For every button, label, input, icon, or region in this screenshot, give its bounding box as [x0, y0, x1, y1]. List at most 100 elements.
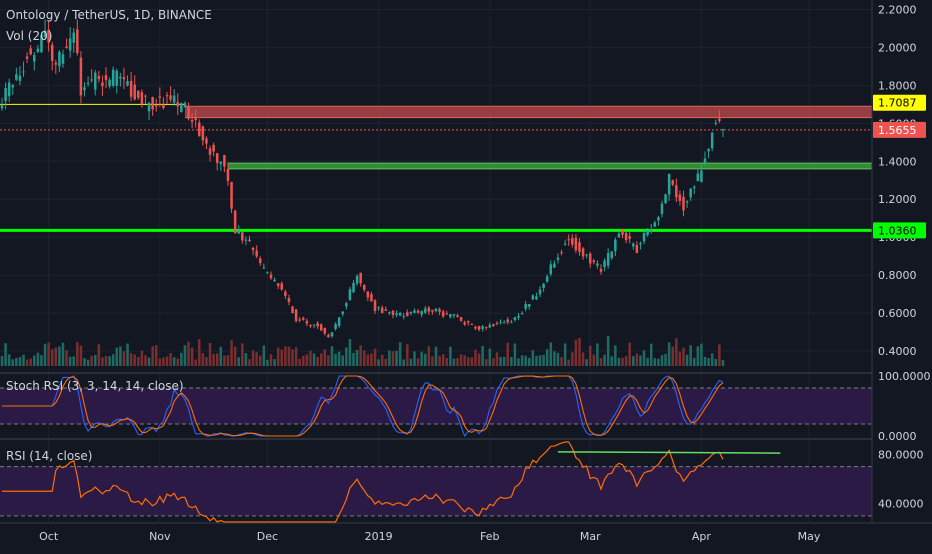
- candle-body: [205, 138, 208, 144]
- volume-bar: [151, 346, 154, 366]
- volume-bar: [223, 355, 226, 366]
- candle-body: [592, 260, 596, 263]
- time-tick-label: Oct: [39, 530, 59, 543]
- volume-bar: [599, 358, 603, 366]
- volume-bar: [165, 356, 169, 366]
- volume-bar: [520, 355, 524, 366]
- label-support-text: 1.0360: [878, 224, 917, 237]
- volume-bar: [431, 356, 434, 366]
- volume-bar: [510, 357, 513, 366]
- candle-body: [452, 314, 456, 316]
- volume-bar: [212, 353, 215, 366]
- candle-body: [463, 322, 466, 325]
- volume-bar: [90, 355, 93, 366]
- volume-bar: [233, 346, 237, 366]
- candle-body: [373, 300, 377, 311]
- candle-body: [255, 250, 258, 257]
- candle-body: [11, 85, 15, 88]
- candle-body: [266, 272, 269, 274]
- volume-bar: [72, 356, 75, 366]
- resistance-zone: [184, 106, 873, 118]
- candle-body: [212, 144, 215, 152]
- volume-bar: [104, 355, 108, 366]
- candle-body: [316, 323, 319, 327]
- candle-body: [481, 326, 484, 330]
- support-zone: [227, 163, 873, 169]
- volume-label[interactable]: Vol (20): [6, 29, 53, 43]
- volume-bar: [484, 359, 488, 366]
- candle-body: [323, 328, 327, 334]
- volume-bar: [337, 351, 341, 366]
- volume-bar: [83, 358, 86, 366]
- volume-bar: [588, 345, 592, 366]
- volume-bar: [262, 345, 266, 366]
- volume-bar: [409, 358, 413, 366]
- candle-body: [606, 253, 610, 266]
- candle-body: [388, 311, 391, 314]
- candle-body: [345, 303, 348, 307]
- candle-body: [477, 326, 481, 330]
- candle-body: [172, 95, 176, 103]
- candle-body: [474, 326, 477, 329]
- volume-bar: [316, 356, 319, 366]
- volume-bar: [147, 357, 151, 366]
- candle-body: [710, 132, 714, 149]
- volume-bar: [169, 352, 172, 366]
- candle-body: [86, 82, 90, 84]
- volume-bar: [144, 355, 147, 366]
- volume-bar: [606, 336, 610, 366]
- candle-body: [341, 311, 344, 315]
- candle-body: [495, 323, 499, 325]
- candle-body: [291, 306, 294, 314]
- volume-bar: [642, 350, 646, 366]
- volume-bar: [614, 345, 617, 366]
- candle-body: [68, 38, 72, 51]
- candle-body: [4, 88, 7, 102]
- candle-body: [294, 309, 298, 322]
- candle-body: [398, 312, 402, 316]
- candle-body: [111, 69, 115, 86]
- candle-body: [653, 222, 657, 227]
- volume-bar: [452, 358, 456, 366]
- candle-body: [510, 321, 513, 323]
- candle-body: [639, 243, 642, 245]
- candle-body: [585, 254, 588, 256]
- candle-body: [129, 80, 133, 97]
- candle-body: [7, 82, 11, 97]
- stoch-rsi-label[interactable]: Stoch RSI (3, 3, 14, 14, close): [6, 379, 184, 393]
- rsi-label[interactable]: RSI (14, close): [6, 449, 93, 463]
- label-last-text: 1.5655: [878, 124, 917, 137]
- candle-body: [431, 309, 434, 312]
- candle-body: [441, 311, 445, 317]
- rsi-tick-label: 40.0000: [878, 498, 924, 511]
- volume-bar: [266, 359, 269, 366]
- time-tick-label: Mar: [580, 530, 601, 543]
- volume-bar: [58, 346, 61, 366]
- volume-bar: [456, 358, 459, 366]
- candle-body: [492, 324, 495, 326]
- candle-body: [280, 283, 284, 290]
- label-yellow-text: 1.7087: [878, 97, 917, 110]
- candle-body: [649, 229, 653, 231]
- candle-body: [413, 310, 416, 313]
- candle-body: [348, 289, 352, 300]
- volume-bar: [560, 357, 563, 366]
- volume-bar: [201, 353, 205, 366]
- candle-body: [269, 274, 273, 279]
- volume-bar: [502, 356, 506, 366]
- candle-body: [0, 105, 4, 109]
- candle-body: [549, 264, 553, 275]
- symbol-title[interactable]: Ontology / TetherUS, 1D, BINANCE: [6, 8, 212, 22]
- candle-body: [707, 148, 710, 152]
- volume-bar: [11, 359, 15, 366]
- candle-body: [72, 32, 75, 43]
- volume-bar: [571, 352, 574, 366]
- volume-bar: [302, 355, 305, 366]
- volume-bar: [348, 338, 352, 366]
- candle-body: [251, 247, 255, 250]
- volume-bar: [101, 357, 104, 366]
- volume-bar: [230, 340, 233, 366]
- candle-body: [147, 102, 151, 112]
- volume-bar: [126, 343, 129, 366]
